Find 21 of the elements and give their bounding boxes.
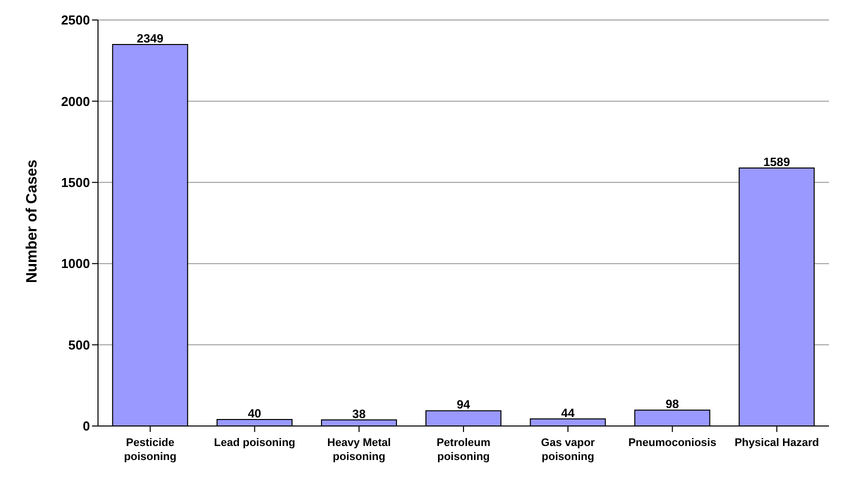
data-label: 40 bbox=[248, 406, 262, 421]
y-axis-title: Number of Cases bbox=[23, 160, 40, 283]
data-label: 1589 bbox=[763, 154, 790, 169]
data-label: 38 bbox=[352, 406, 366, 421]
y-tick-label: 1500 bbox=[61, 175, 90, 190]
x-tick-label: Pesticide poisoning bbox=[124, 437, 176, 463]
x-tick-label: Pneumoconiosis bbox=[628, 437, 716, 449]
data-label: 98 bbox=[666, 397, 680, 412]
y-tick-label: 0 bbox=[82, 418, 90, 434]
x-tick-label: Heavy Metal poisoning bbox=[327, 437, 391, 463]
data-label: 2349 bbox=[136, 32, 164, 46]
y-tick-label: 2500 bbox=[61, 12, 90, 28]
x-tick-label: Gas vapor poisoning bbox=[541, 437, 596, 463]
data-label: 44 bbox=[561, 406, 575, 420]
y-tick-label: 1000 bbox=[61, 256, 90, 272]
data-label: 94 bbox=[456, 398, 470, 412]
y-tick-label: 2000 bbox=[61, 94, 90, 109]
x-tick-label: Petroleum poisoning bbox=[436, 437, 491, 463]
y-tick-label: 500 bbox=[68, 337, 90, 352]
x-tick-label: Physical Hazard bbox=[734, 437, 819, 449]
x-tick-label: Lead poisoning bbox=[214, 437, 296, 449]
